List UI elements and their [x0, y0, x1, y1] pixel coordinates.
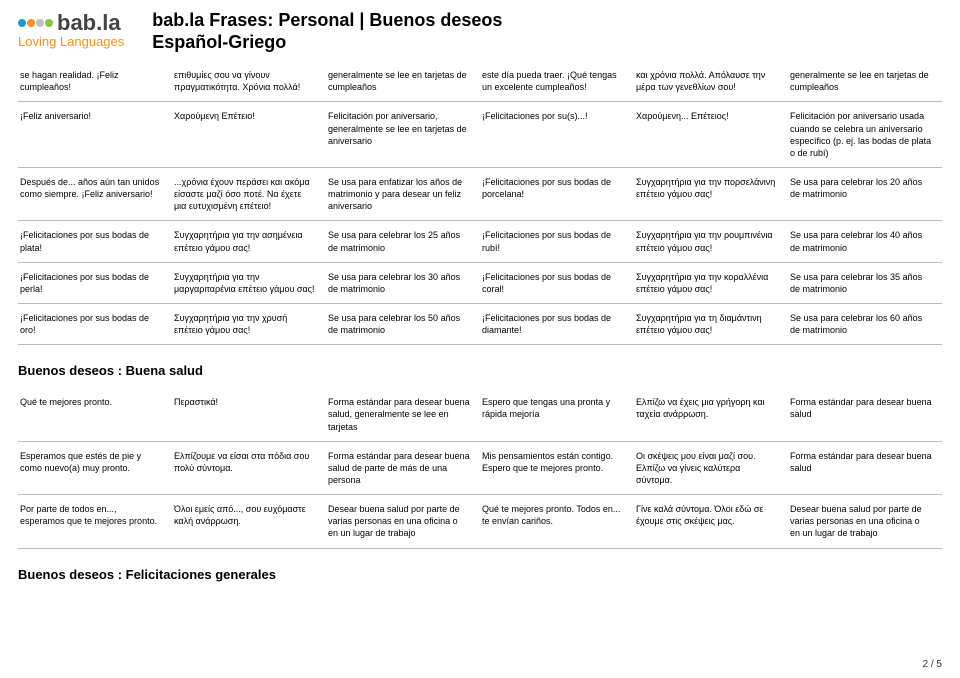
phrase-cell: generalmente se lee en tarjetas de cumpl… [788, 61, 942, 102]
phrase-table-1: se hagan realidad. ¡Feliz cumpleaños!επι… [18, 61, 942, 345]
phrase-cell: Συγχαρητήρια για την πορσελάνινη επέτειο… [634, 168, 788, 221]
phrase-cell: se hagan realidad. ¡Feliz cumpleaños! [18, 61, 172, 102]
table-row: Qué te mejores pronto.Περαστικά!Forma es… [18, 388, 942, 441]
phrase-cell: Όλοι εμείς από..., σου ευχόμαστε καλή αν… [172, 495, 326, 548]
logo-row: bab.la [18, 10, 121, 36]
table-row: Esperamos que estés de pie y como nuevo(… [18, 441, 942, 494]
logo-dot-icon [18, 19, 26, 27]
section-header-2: Buenos deseos : Buena salud [0, 345, 960, 384]
phrase-cell: Se usa para celebrar los 40 años de matr… [788, 221, 942, 262]
phrase-cell: ¡Felicitaciones por su(s)...! [480, 102, 634, 168]
table-row: ¡Felicitaciones por sus bodas de oro!Συγ… [18, 304, 942, 345]
phrase-cell: Συγχαρητήρια για την κοραλλένια επέτειο … [634, 262, 788, 303]
phrase-cell: Se usa para celebrar los 50 años de matr… [326, 304, 480, 345]
table-row: ¡Felicitaciones por sus bodas de perla!Σ… [18, 262, 942, 303]
phrase-cell: Ελπίζω να έχεις μια γρήγορη και ταχεία α… [634, 388, 788, 441]
title-line2: Español-Griego [152, 32, 502, 54]
phrase-cell: Γίνε καλά σύντομα. Όλοι εδώ σε έχουμε στ… [634, 495, 788, 548]
content-section-2: Qué te mejores pronto.Περαστικά!Forma es… [0, 384, 960, 548]
logo-text: bab.la [57, 10, 121, 36]
page-header: bab.la Loving Languages bab.la Frases: P… [0, 0, 960, 57]
phrase-cell: Forma estándar para desear buena salud d… [326, 441, 480, 494]
phrase-cell: Se usa para enfatizar los años de matrim… [326, 168, 480, 221]
phrase-cell: Felicitación por aniversario usada cuand… [788, 102, 942, 168]
phrase-cell: Οι σκέψεις μου είναι μαζί σου. Ελπίζω να… [634, 441, 788, 494]
table-row: ¡Felicitaciones por sus bodas de plata!Σ… [18, 221, 942, 262]
phrase-cell: Forma estándar para desear buena salud [788, 441, 942, 494]
phrase-cell: este día pueda traer. ¡Qué tengas un exc… [480, 61, 634, 102]
phrase-cell: Después de... años aún tan unidos como s… [18, 168, 172, 221]
phrase-cell: Συγχαρητήρια για τη διαμάντινη επέτειο γ… [634, 304, 788, 345]
phrase-cell: Συγχαρητήρια για την χρυσή επέτειο γάμου… [172, 304, 326, 345]
table-row: Por parte de todos en..., esperamos que … [18, 495, 942, 548]
logo-dot-icon [36, 19, 44, 27]
logo-dot-icon [27, 19, 35, 27]
phrase-cell: Se usa para celebrar los 25 años de matr… [326, 221, 480, 262]
logo: bab.la Loving Languages [18, 10, 124, 49]
phrase-cell: Espero que tengas una pronta y rápida me… [480, 388, 634, 441]
phrase-cell: Χαρούμενη Επέτειο! [172, 102, 326, 168]
phrase-cell: ¡Felicitaciones por sus bodas de rubí! [480, 221, 634, 262]
phrase-cell: Συγχαρητήρια για την μαργαριταρένια επέτ… [172, 262, 326, 303]
phrase-cell: Forma estándar para desear buena salud [788, 388, 942, 441]
phrase-cell: Συγχαρητήρια για την ασημένεια επέτειο γ… [172, 221, 326, 262]
table-row: Después de... años aún tan unidos como s… [18, 168, 942, 221]
phrase-cell: Desear buena salud por parte de varias p… [326, 495, 480, 548]
phrase-cell: Se usa para celebrar los 35 años de matr… [788, 262, 942, 303]
phrase-cell: Se usa para celebrar los 20 años de matr… [788, 168, 942, 221]
phrase-cell: Se usa para celebrar los 30 años de matr… [326, 262, 480, 303]
phrase-cell: ¡Felicitaciones por sus bodas de plata! [18, 221, 172, 262]
page-title: bab.la Frases: Personal | Buenos deseos … [152, 10, 502, 53]
phrase-cell: Se usa para celebrar los 60 años de matr… [788, 304, 942, 345]
phrase-cell: Esperamos que estés de pie y como nuevo(… [18, 441, 172, 494]
logo-dot-icon [45, 19, 53, 27]
logo-dots [18, 19, 53, 27]
phrase-cell: ¡Feliz aniversario! [18, 102, 172, 168]
phrase-cell: και χρόνια πολλά. Απόλαυσε την μέρα των … [634, 61, 788, 102]
section-header-3: Buenos deseos : Felicitaciones generales [0, 549, 960, 588]
page-number: 2 / 5 [923, 659, 942, 670]
phrase-cell: ...χρόνια έχουν περάσει και ακόμα είσαστ… [172, 168, 326, 221]
phrase-cell: Συγχαρητήρια για την ρουμπινένια επέτειο… [634, 221, 788, 262]
phrase-cell: ¡Felicitaciones por sus bodas de perla! [18, 262, 172, 303]
phrase-table-2: Qué te mejores pronto.Περαστικά!Forma es… [18, 388, 942, 548]
phrase-cell: Qué te mejores pronto. Todos en... te en… [480, 495, 634, 548]
phrase-cell: Ελπίζουμε να είσαι στα πόδια σου πολύ σύ… [172, 441, 326, 494]
phrase-cell: Por parte de todos en..., esperamos que … [18, 495, 172, 548]
phrase-cell: Qué te mejores pronto. [18, 388, 172, 441]
phrase-cell: Mis pensamientos están contigo. Espero q… [480, 441, 634, 494]
phrase-cell: Desear buena salud por parte de varias p… [788, 495, 942, 548]
logo-subtitle: Loving Languages [18, 34, 124, 49]
content-section-1: se hagan realidad. ¡Feliz cumpleaños!επι… [0, 57, 960, 345]
phrase-cell: Χαρούμενη... Επέτειος! [634, 102, 788, 168]
table-row: se hagan realidad. ¡Feliz cumpleaños!επι… [18, 61, 942, 102]
phrase-cell: ¡Felicitaciones por sus bodas de oro! [18, 304, 172, 345]
phrase-cell: generalmente se lee en tarjetas de cumpl… [326, 61, 480, 102]
phrase-cell: ¡Felicitaciones por sus bodas de diamant… [480, 304, 634, 345]
phrase-cell: Felicitación por aniversario, generalmen… [326, 102, 480, 168]
title-line1: bab.la Frases: Personal | Buenos deseos [152, 10, 502, 32]
table-row: ¡Feliz aniversario!Χαρούμενη Επέτειο!Fel… [18, 102, 942, 168]
phrase-cell: Περαστικά! [172, 388, 326, 441]
phrase-cell: επιθυμίες σου να γίνουν πραγματικότητα. … [172, 61, 326, 102]
phrase-cell: ¡Felicitaciones por sus bodas de coral! [480, 262, 634, 303]
phrase-cell: Forma estándar para desear buena salud, … [326, 388, 480, 441]
phrase-cell: ¡Felicitaciones por sus bodas de porcela… [480, 168, 634, 221]
